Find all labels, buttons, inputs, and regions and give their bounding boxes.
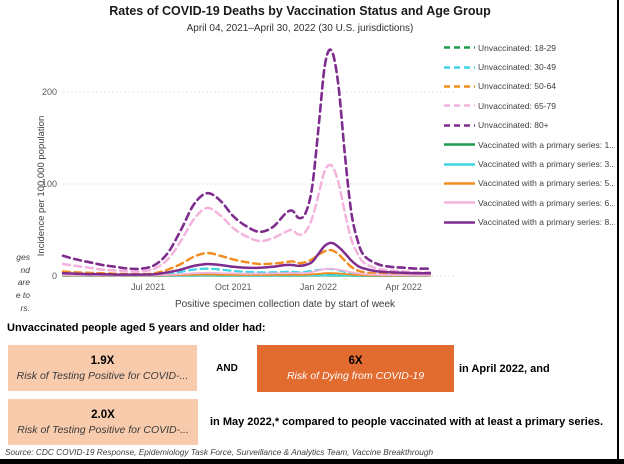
legend-line-swatch xyxy=(444,220,475,224)
april-2022-note: in April 2022, and xyxy=(459,362,550,375)
legend-label: Vaccinated with a primary series: 6... xyxy=(478,197,615,208)
risk-box-testing-positive-april: 1.9X Risk of Testing Positive for COVID-… xyxy=(8,345,197,391)
legend-item-unvaccinated-30-49[interactable]: Unvaccinated: 30-49 xyxy=(443,57,615,76)
risk-multiplier: 1.9X xyxy=(90,354,115,367)
legend-line-swatch xyxy=(444,162,475,166)
legend-item-vaccinated-with-a-primary-series-5[interactable]: Vaccinated with a primary series: 5... xyxy=(443,174,615,193)
x-tick-label: Jul 2021 xyxy=(131,282,165,292)
y-tick-label: 0 xyxy=(52,271,57,281)
legend-line-swatch xyxy=(444,182,475,185)
x-tick-label: Oct 2021 xyxy=(215,282,252,292)
legend-line-swatch xyxy=(444,46,475,49)
legend-label: Vaccinated with a primary series: 5... xyxy=(478,178,615,189)
legend-label: Unvaccinated: 30-49 xyxy=(478,62,556,73)
risk-box-testing-positive-may: 2.0X Risk of Testing Positive for COVID-… xyxy=(8,399,198,445)
cutoff-note-line: nd xyxy=(20,264,30,275)
x-tick-label: Jan 2022 xyxy=(300,282,337,292)
x-axis-label: Positive specimen collection date by sta… xyxy=(174,299,396,310)
may-2022-note: in May 2022,* compared to people vaccina… xyxy=(210,416,604,428)
y-tick-label: 200 xyxy=(42,87,57,97)
cutoff-note-line: are xyxy=(17,277,30,288)
risk-label: Risk of Dying from COVID-19 xyxy=(286,370,425,382)
legend-item-vaccinated-with-a-primary-series-3[interactable]: Vaccinated with a primary series: 3... xyxy=(443,154,615,173)
legend-item-vaccinated-with-a-primary-series-6[interactable]: Vaccinated with a primary series: 6... xyxy=(443,193,615,212)
risk-multiplier: 6X xyxy=(348,355,363,367)
y-axis-label: Incidence per 100,000 population xyxy=(36,115,47,257)
page-border-bottom xyxy=(0,459,624,464)
legend-item-unvaccinated-65-79[interactable]: Unvaccinated: 65-79 xyxy=(443,96,615,115)
legend-line-swatch xyxy=(444,65,475,69)
legend-label: Vaccinated with a primary series: 3... xyxy=(478,159,615,170)
chart-legend: Unvaccinated: 18-29 Unvaccinated: 30-49 Un… xyxy=(443,38,615,232)
cutoff-note-line: ges xyxy=(16,252,30,262)
summary-heading: Unvaccinated people aged 5 years and old… xyxy=(7,322,266,334)
cutoff-note-line: rs. xyxy=(20,302,30,313)
legend-item-unvaccinated-50-64[interactable]: Unvaccinated: 50-64 xyxy=(443,77,615,96)
legend-label: Vaccinated with a primary series: 1... xyxy=(478,139,615,150)
legend-line-swatch xyxy=(444,85,475,88)
legend-label: Unvaccinated: 50-64 xyxy=(478,81,556,92)
source-citation: Source: CDC COVID-19 Response, Epidemiol… xyxy=(5,447,434,457)
legend-label: Vaccinated with a primary series: 8... xyxy=(478,217,615,228)
legend-label: Unvaccinated: 80+ xyxy=(478,120,549,131)
cutoff-note-line: e to xyxy=(15,290,30,301)
series-line-unvaccinated-65-79[interactable] xyxy=(61,163,432,274)
chart-subtitle: April 04, 2021–April 30, 2022 (30 U.S. j… xyxy=(186,23,414,34)
legend-label: Unvaccinated: 18-29 xyxy=(478,42,556,53)
y-tick-label: 100 xyxy=(42,179,57,189)
legend-item-vaccinated-with-a-primary-series-1[interactable]: Vaccinated with a primary series: 1... xyxy=(443,135,615,154)
risk-multiplier: 2.0X xyxy=(91,408,115,421)
risk-label: Risk of Testing Positive for COVID-... xyxy=(16,369,189,382)
legend-item-unvaccinated-18-29[interactable]: Unvaccinated: 18-29 xyxy=(443,38,615,57)
legend-label: Unvaccinated: 65-79 xyxy=(478,100,556,111)
legend-line-swatch xyxy=(444,143,475,146)
series-line-unvaccinated-80[interactable] xyxy=(61,48,432,271)
risk-box-dying: 6X Risk of Dying from COVID-19 xyxy=(257,345,454,392)
legend-item-vaccinated-with-a-primary-series-8[interactable]: Vaccinated with a primary series: 8... xyxy=(443,213,615,232)
x-tick-label: Apr 2022 xyxy=(385,282,422,292)
legend-item-unvaccinated-80[interactable]: Unvaccinated: 80+ xyxy=(443,116,615,135)
chart-title: Rates of COVID-19 Deaths by Vaccination … xyxy=(109,4,491,18)
risk-label: Risk of Testing Positive for COVID-... xyxy=(17,423,189,436)
legend-line-swatch xyxy=(444,123,475,127)
and-connector: AND xyxy=(216,362,238,374)
legend-line-swatch xyxy=(444,104,475,108)
cutoff-note-fragments: ges nd are e to rs. xyxy=(0,251,30,315)
series-line-vaccinated-with-a-primary-series-8[interactable] xyxy=(61,241,432,276)
page-border-right xyxy=(617,0,619,464)
legend-line-swatch xyxy=(444,201,475,205)
